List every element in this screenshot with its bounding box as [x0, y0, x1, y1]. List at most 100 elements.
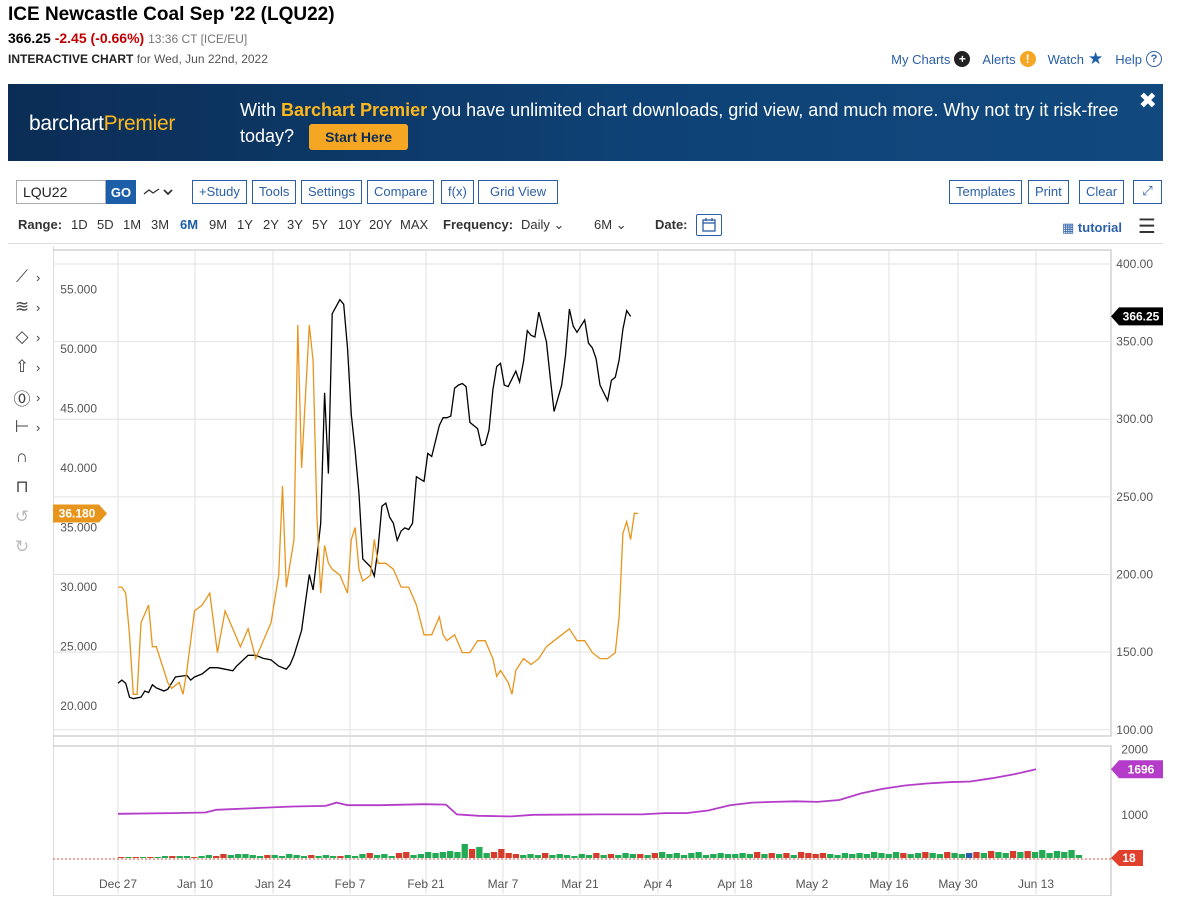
frequency-select[interactable]: Daily ⌄: [521, 217, 565, 232]
indicator-value-label: 1696: [1128, 762, 1155, 776]
alerts-link[interactable]: Alerts!: [982, 51, 1036, 67]
range-2y[interactable]: 2Y: [263, 217, 279, 232]
volume-bar: [732, 854, 739, 858]
templates-button[interactable]: Templates: [949, 180, 1023, 204]
magnet-icon: ∩: [15, 447, 29, 466]
help-icon: ?: [1146, 51, 1162, 67]
range-3y[interactable]: 3Y: [287, 217, 303, 232]
arrow-up-icon: ⇧: [14, 357, 30, 376]
volume-bar: [695, 852, 702, 858]
film-icon: ▦: [1062, 220, 1075, 235]
go-button[interactable]: GO: [106, 180, 136, 204]
volume-bar: [1009, 851, 1017, 858]
volume-bar: [476, 847, 483, 858]
add-study-button[interactable]: +Study: [192, 180, 247, 204]
volume-bar: [300, 856, 308, 858]
undo-tool[interactable]: ↺: [8, 502, 52, 532]
range-3m[interactable]: 3M: [151, 217, 170, 232]
volume-bar: [622, 853, 629, 858]
volume-bar: [322, 855, 329, 858]
volume-bar: [308, 855, 315, 858]
volume-bar: [271, 855, 278, 858]
last-price-label: 366.25: [1123, 309, 1160, 323]
range-label: Range:: [18, 217, 63, 232]
left-axis-tick-label: 40.000: [60, 461, 97, 475]
volume-bar: [710, 854, 717, 858]
x-tick-label: Feb 21: [407, 877, 445, 891]
redo-tool[interactable]: ↻: [8, 532, 52, 562]
hamburger-menu-icon[interactable]: ☰: [1138, 216, 1156, 238]
price-change: -2.45 (-0.66%): [54, 30, 145, 46]
price-chart[interactable]: Dec 27 Jan 10 Jan 24 Feb 7 Feb 21 Mar 7 Mar 21…: [53, 246, 1163, 896]
volume-bar: [183, 856, 191, 858]
chart-subtitle: INTERACTIVE CHART for Wed, Jun 22nd, 202…: [8, 52, 335, 66]
range-10y[interactable]: 10Y: [338, 217, 362, 232]
volume-bar: [768, 853, 775, 858]
volume-bar: [483, 853, 490, 858]
volume-bar: [922, 852, 929, 858]
indicator-tick-label: 2000: [1121, 742, 1148, 756]
volume-bar: [929, 853, 936, 858]
indicator-pane-frame: [53, 745, 1112, 896]
function-button[interactable]: f(x): [441, 180, 474, 204]
range-max[interactable]: MAX: [400, 217, 429, 232]
clear-button[interactable]: Clear: [1079, 180, 1125, 204]
range-1y[interactable]: 1Y: [237, 217, 253, 232]
channel-tool[interactable]: ≋ ›: [8, 292, 52, 322]
quote-time: 13:36 CT [ICE/EU]: [148, 32, 248, 46]
compare-button[interactable]: Compare: [367, 180, 435, 204]
banner-message: With Barchart Premier you have unlimited…: [240, 97, 1130, 151]
magnet-tool[interactable]: ∩: [8, 442, 52, 472]
volume-bar: [593, 853, 600, 858]
volume-bar: [191, 857, 198, 858]
volume-bar: [395, 853, 403, 858]
tools-button[interactable]: Tools: [252, 180, 297, 204]
right-axis-tick-label: 250.00: [1116, 490, 1153, 504]
volume-bar: [607, 854, 615, 858]
tutorial-link[interactable]: ▦ tutorial: [1062, 220, 1122, 235]
my-charts-link[interactable]: My Charts +: [891, 51, 971, 67]
period-select[interactable]: 6M ⌄: [594, 217, 627, 232]
shape-tool[interactable]: ◇ ›: [8, 322, 52, 352]
watch-link[interactable]: Watch ★: [1047, 49, 1104, 68]
print-button[interactable]: Print: [1028, 180, 1069, 204]
chart-type-select[interactable]: [142, 182, 176, 203]
volume-bar: [834, 855, 841, 858]
range-20y[interactable]: 20Y: [369, 217, 393, 232]
volume-bar: [527, 854, 534, 858]
range-6m[interactable]: 6M: [180, 217, 199, 232]
measure-tool[interactable]: ⊢ ›: [8, 412, 52, 442]
range-1d[interactable]: 1D: [71, 217, 88, 232]
settings-button[interactable]: Settings: [301, 180, 362, 204]
calendar-icon[interactable]: [696, 214, 722, 236]
expand-icon[interactable]: ⤢: [1133, 180, 1162, 204]
lock-tool[interactable]: ⊓: [8, 472, 52, 502]
volume-bar: [563, 855, 571, 858]
left-axis-tick-label: 25.000: [60, 640, 97, 654]
chart-date: for Wed, Jun 22nd, 2022: [136, 52, 268, 66]
volume-bar: [805, 853, 812, 858]
range-5y[interactable]: 5Y: [312, 217, 328, 232]
volume-bar: [900, 853, 907, 858]
grid-view-button[interactable]: Grid View: [478, 180, 559, 204]
range-5d[interactable]: 5D: [97, 217, 114, 232]
marker-icon: ⓪: [13, 389, 31, 409]
arrow-tool[interactable]: ⇧ ›: [8, 352, 52, 382]
x-tick-label: Feb 7: [335, 877, 366, 891]
start-here-button[interactable]: Start Here: [309, 124, 408, 151]
left-axis-tick-label: 20.000: [60, 699, 97, 713]
close-icon[interactable]: ✖: [1138, 88, 1157, 113]
range-9m[interactable]: 9M: [209, 217, 228, 232]
volume-bar: [585, 855, 593, 858]
volume-bar: [702, 855, 710, 858]
volume-bar: [841, 853, 849, 858]
symbol-input[interactable]: LQU22: [16, 180, 106, 204]
volume-bar: [139, 857, 147, 858]
last-price: 366.25: [8, 30, 51, 46]
help-link[interactable]: Help?: [1115, 51, 1162, 67]
range-1m[interactable]: 1M: [123, 217, 142, 232]
marker-tool[interactable]: ⓪ ›: [8, 382, 52, 412]
toolbar-divider: [8, 243, 1163, 244]
volume-bar: [425, 852, 432, 858]
trendline-tool[interactable]: ⟋ ›: [8, 262, 52, 292]
